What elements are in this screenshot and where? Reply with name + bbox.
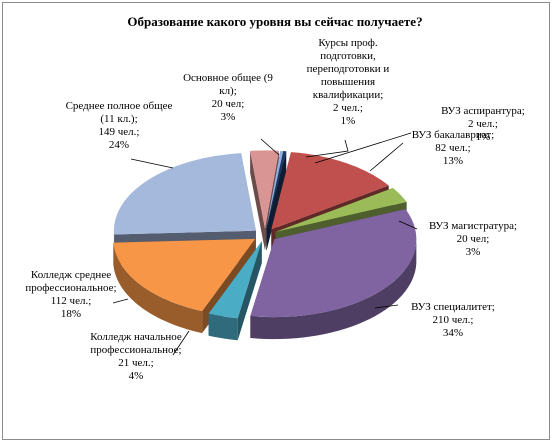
pie-slice-2 xyxy=(266,151,287,229)
data-label-8-line-2: 149 чел.; xyxy=(99,126,140,138)
data-label-2: ВУЗ аспирантура; 2 чел.; 1% xyxy=(441,105,525,143)
data-label-1-line-6: 1% xyxy=(341,115,356,127)
data-label-7-line-2: 112 чел.; xyxy=(51,295,92,307)
data-label-3-line-0: ВУЗ бакалавриат; xyxy=(412,129,494,141)
data-label-6-line-2: 21 чел.; xyxy=(118,357,153,369)
data-label-0: Основное общее (9 кл); 20 чел; 3% xyxy=(183,72,273,123)
data-label-3: ВУЗ бакалавриат; 82 чел.; 13% xyxy=(412,129,494,167)
data-label-7-line-1: профессиональное; xyxy=(25,282,116,294)
data-label-7-line-3: 18% xyxy=(61,308,81,320)
slice-side-6-rim xyxy=(208,313,238,341)
data-label-5-line-2: 34% xyxy=(443,327,463,339)
data-label-0-line-3: 3% xyxy=(221,111,236,123)
pie-slice-0 xyxy=(250,150,279,229)
data-label-0-line-0: Основное общее (9 xyxy=(183,72,273,84)
data-label-6-line-0: Колледж начальное xyxy=(90,331,182,343)
data-label-4-line-0: ВУЗ магистратура; xyxy=(429,220,517,232)
pie-slice-4 xyxy=(275,187,407,232)
data-label-1: Курсы проф. подготовки, переподготовки и по… xyxy=(307,37,390,127)
chart-title: Образование какого уровня вы сейчас полу… xyxy=(127,14,422,29)
data-label-4-line-2: 3% xyxy=(466,246,481,258)
data-label-6-line-3: 4% xyxy=(129,370,144,382)
leader-line-8 xyxy=(130,158,174,169)
pie-slice-6 xyxy=(208,241,262,319)
leader-line-1 xyxy=(305,139,349,158)
data-label-7-line-0: Колледж среднее xyxy=(31,269,111,281)
data-label-4-line-1: 20 чел; xyxy=(457,233,490,245)
data-label-8-line-3: 24% xyxy=(109,139,129,151)
data-label-5-line-1: 210 чел.; xyxy=(433,314,474,326)
data-label-1-line-5: 2 чел.; xyxy=(333,102,363,114)
leader-line-7 xyxy=(112,298,129,304)
data-label-8-line-1: (11 кл.); xyxy=(100,113,137,125)
leader-line-2 xyxy=(314,132,412,164)
pie-slice-8 xyxy=(113,153,256,235)
data-label-0-line-2: 20 чел; xyxy=(212,98,245,110)
data-label-1-line-0: Курсы проф. xyxy=(318,37,378,49)
slice-side-5-rim xyxy=(250,237,417,340)
pie-chart: Образование какого уровня вы сейчас полу… xyxy=(25,14,525,382)
pie-slice-7 xyxy=(113,238,256,312)
pie-slice-5 xyxy=(250,209,417,318)
data-label-7: Колледж среднее профессиональное; 112 чел.… xyxy=(25,269,116,320)
leader-line-5 xyxy=(374,304,399,309)
data-label-1-line-1: подготовки, xyxy=(320,50,376,62)
leader-line-3 xyxy=(369,142,404,172)
data-label-1-line-2: переподготовки и xyxy=(307,63,390,75)
data-label-8: Среднее полное общее (11 кл.); 149 чел.; 24… xyxy=(66,100,173,151)
data-label-6: Колледж начальное профессиональное; 21 чел… xyxy=(90,331,182,382)
chart-frame: Образование какого уровня вы сейчас полу… xyxy=(2,2,550,440)
data-label-0-line-1: кл); xyxy=(219,85,237,97)
leader-line-0 xyxy=(260,138,280,156)
data-label-8-line-0: Среднее полное общее xyxy=(66,100,173,112)
data-label-5: ВУЗ специалитет; 210 чел.; 34% xyxy=(411,301,495,339)
leader-line-6 xyxy=(172,330,190,356)
data-label-2-line-0: ВУЗ аспирантура; xyxy=(441,105,525,117)
data-label-6-line-1: профессиональное; xyxy=(90,344,181,356)
pie-slice-3 xyxy=(271,152,389,230)
data-label-1-line-3: повышения xyxy=(321,76,375,88)
pie-slice-1 xyxy=(266,150,284,229)
slice-side-0-wall-0 xyxy=(250,150,265,251)
data-label-4: ВУЗ магистратура; 20 чел; 3% xyxy=(429,220,517,258)
data-label-2-line-1: 2 чел.; xyxy=(468,118,498,130)
slice-side-7-rim xyxy=(113,242,203,334)
data-label-2-line-2: 1% xyxy=(476,131,491,143)
data-label-5-line-0: ВУЗ специалитет; xyxy=(411,301,495,313)
data-label-3-line-1: 82 чел.; xyxy=(435,142,470,154)
leader-line-4 xyxy=(398,220,418,230)
slice-side-2-wall-1 xyxy=(266,151,287,251)
data-label-1-line-4: квалификации; xyxy=(313,89,384,101)
data-label-3-line-2: 13% xyxy=(443,155,463,167)
